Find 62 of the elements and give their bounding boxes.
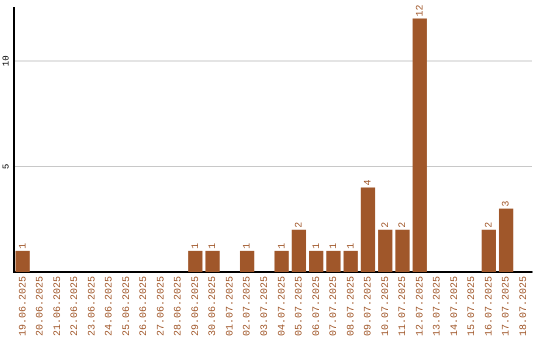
bar	[205, 250, 220, 272]
data-label: 4	[364, 180, 375, 186]
x-tick-label: 10.07.2025	[380, 276, 392, 336]
data-label: 1	[346, 242, 358, 249]
data-label: 1	[329, 242, 340, 249]
x-tick-label: 12.07.2025	[415, 276, 426, 336]
x-tick-label: 26.06.2025	[139, 276, 150, 336]
x-tick-label: 13.07.2025	[432, 276, 444, 336]
bar	[482, 230, 496, 272]
x-tick-label: 24.06.2025	[104, 276, 116, 336]
x-tick-label: 03.07.2025	[260, 276, 272, 336]
data-label: 3	[502, 200, 513, 207]
bar	[292, 230, 306, 272]
x-tick-label: 15.07.2025	[467, 276, 478, 336]
x-tick-label: 25.06.2025	[122, 276, 133, 336]
x-tick-label: 28.06.2025	[174, 276, 185, 336]
bar	[498, 208, 514, 272]
bar	[274, 250, 289, 272]
x-tick-label: 22.06.2025	[70, 276, 82, 336]
x-tick-label: 29.06.2025	[190, 276, 202, 336]
bar	[240, 250, 254, 272]
data-label: 1	[242, 242, 254, 249]
x-tick-label: 27.06.2025	[156, 276, 168, 336]
bar	[309, 250, 324, 272]
data-label: 2	[398, 222, 410, 228]
bar	[15, 250, 30, 272]
data-label: 1	[277, 242, 288, 249]
x-tick-label: 02.07.2025	[242, 276, 254, 336]
x-tick-label: 20.06.2025	[36, 276, 47, 336]
x-tick-label: 09.07.2025	[364, 276, 375, 336]
bar	[188, 250, 202, 272]
data-label: 2	[294, 222, 306, 228]
x-tick-label: 19.06.2025	[18, 276, 30, 336]
bar	[360, 188, 376, 272]
x-tick-label: 21.06.2025	[52, 276, 64, 336]
bar	[412, 18, 427, 272]
x-tick-label: 05.07.2025	[294, 276, 306, 336]
y-tick-label: 10	[1, 55, 12, 66]
data-label: 1	[208, 242, 220, 249]
data-label: 12	[415, 4, 426, 17]
x-tick-label: 30.06.2025	[208, 276, 220, 336]
x-tick-label: 04.07.2025	[277, 276, 288, 336]
x-tick-label: 07.07.2025	[329, 276, 340, 336]
x-tick-label: 06.07.2025	[312, 276, 323, 336]
data-label: 2	[380, 222, 392, 228]
data-label: 2	[484, 222, 496, 228]
bar	[378, 230, 392, 272]
x-tick-label: 08.07.2025	[346, 276, 358, 336]
x-tick-label: 17.07.2025	[502, 276, 513, 336]
x-tick-label: 23.06.2025	[87, 276, 98, 336]
data-label: 1	[190, 242, 202, 249]
bar	[326, 250, 341, 272]
x-tick-label: 14.07.2025	[450, 276, 461, 336]
bar	[344, 250, 358, 272]
data-label: 1	[18, 242, 30, 249]
bar	[395, 230, 410, 272]
y-tick-label: 5	[1, 164, 12, 170]
data-label: 1	[312, 242, 323, 249]
x-tick-label: 01.07.2025	[225, 276, 236, 336]
x-tick-label: 11.07.2025	[398, 276, 410, 336]
x-tick-label: 18.07.2025	[519, 276, 530, 336]
x-tick-label: 16.07.2025	[484, 276, 496, 336]
